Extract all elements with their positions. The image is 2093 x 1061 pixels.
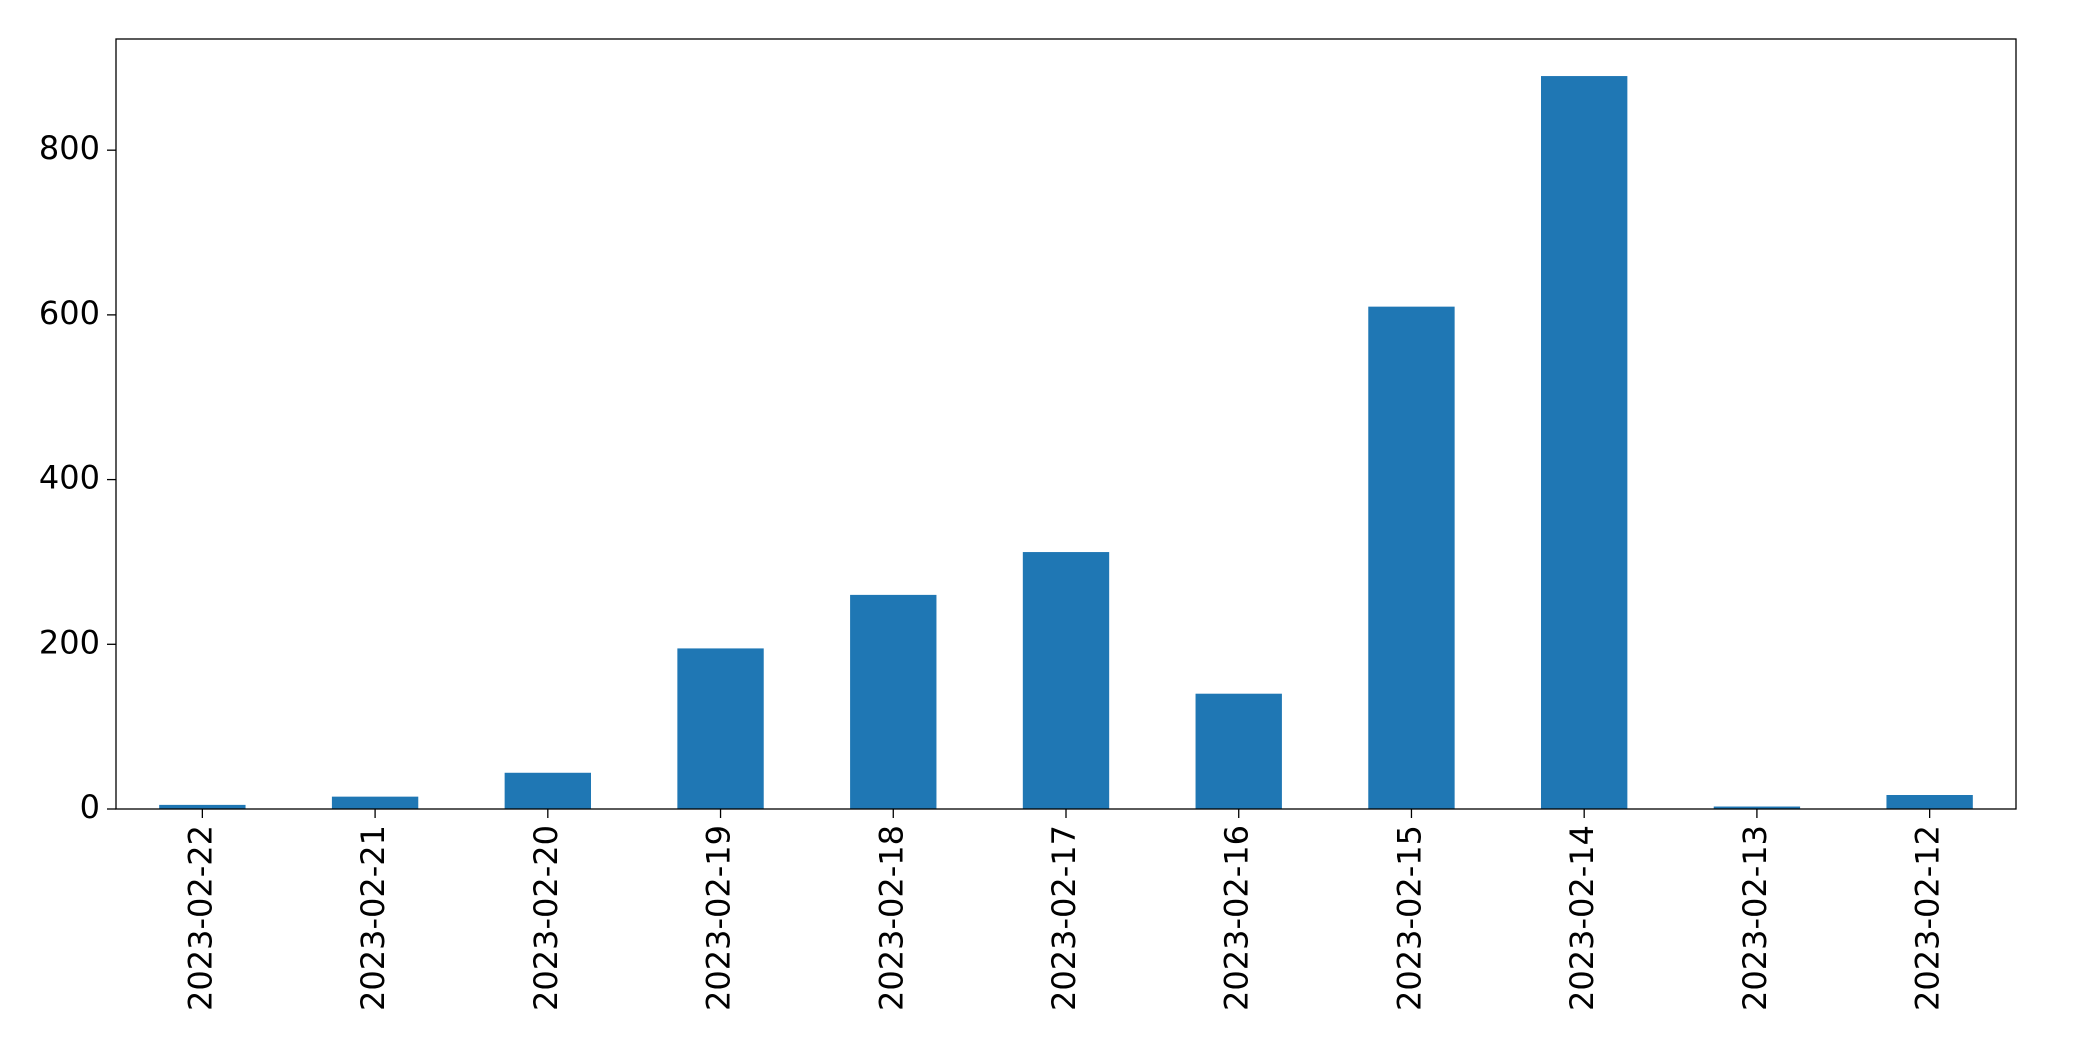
x-tick-label: 2023-02-12: [1909, 825, 1947, 1011]
y-tick-label: 800: [39, 129, 100, 167]
bar: [1541, 76, 1628, 809]
bar: [1886, 795, 1973, 809]
bar: [677, 648, 764, 809]
bar: [331, 796, 419, 809]
x-tick-label: 2023-02-13: [1736, 825, 1774, 1011]
x-tick-label: 2023-02-15: [1390, 825, 1428, 1011]
y-tick-label: 200: [39, 623, 100, 661]
bar: [1368, 306, 1455, 809]
y-tick-label: 0: [80, 788, 100, 826]
x-tick-label: 2023-02-22: [181, 825, 219, 1011]
plot-frame: [115, 38, 2017, 810]
y-tick-label: 400: [39, 459, 100, 497]
x-tick-label: 2023-02-18: [872, 825, 910, 1011]
bar: [1713, 806, 1801, 809]
x-tick-label: 2023-02-14: [1563, 825, 1601, 1011]
bar: [504, 772, 591, 809]
bar: [1022, 552, 1110, 809]
x-tick-label: 2023-02-20: [527, 825, 565, 1011]
x-tick-label: 2023-02-16: [1218, 825, 1256, 1011]
bar: [850, 594, 937, 809]
x-tick-label: 2023-02-19: [700, 825, 738, 1011]
x-tick-label: 2023-02-21: [354, 825, 392, 1011]
bar: [1195, 693, 1282, 809]
y-tick-label: 600: [39, 294, 100, 332]
x-tick-label: 2023-02-17: [1045, 825, 1083, 1011]
bar: [159, 804, 246, 809]
